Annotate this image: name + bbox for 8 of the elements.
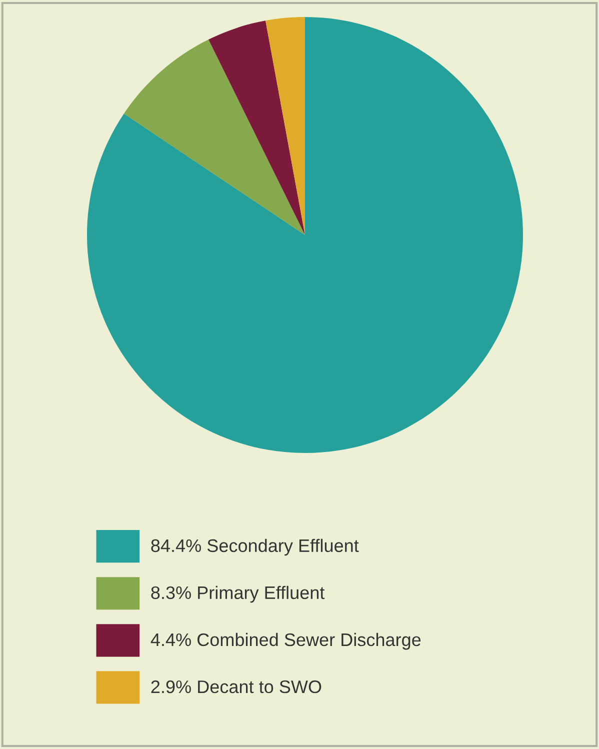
legend-label: 4.4% Combined Sewer Discharge: [150, 632, 421, 650]
pie-slice: [265, 17, 305, 235]
pie-slice: [87, 17, 523, 453]
legend-label: 8.3% Primary Effluent: [151, 586, 325, 603]
pie-slice: [124, 40, 305, 235]
pie-slice: [208, 20, 305, 235]
legend-label: 84.4% Secondary Effluent: [151, 538, 359, 556]
legend-label: 2.9% Decant to SWO: [151, 680, 322, 694]
